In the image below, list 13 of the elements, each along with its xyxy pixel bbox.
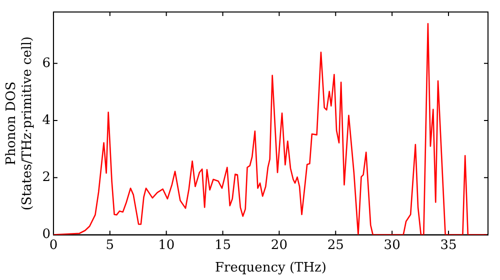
x-tick-label: 15 — [214, 238, 232, 253]
x-tick-label: 30 — [384, 238, 400, 253]
y-tick-label: 2 — [42, 170, 50, 186]
y-tick-label: 0 — [42, 227, 50, 242]
y-axis-title: Phonon DOS (States/THz·primitive cell) — [4, 36, 35, 210]
y-tick-label: 6 — [42, 56, 50, 71]
x-tick-label: 5 — [106, 238, 114, 253]
x-axis-title: Frequency (THz) — [215, 260, 326, 276]
x-tick-label: 20 — [270, 238, 288, 253]
y-tick-label: 4 — [42, 112, 50, 128]
x-tick-label: 10 — [158, 238, 175, 253]
x-tick-label: 35 — [440, 238, 457, 253]
x-tick-label: 25 — [327, 238, 344, 253]
